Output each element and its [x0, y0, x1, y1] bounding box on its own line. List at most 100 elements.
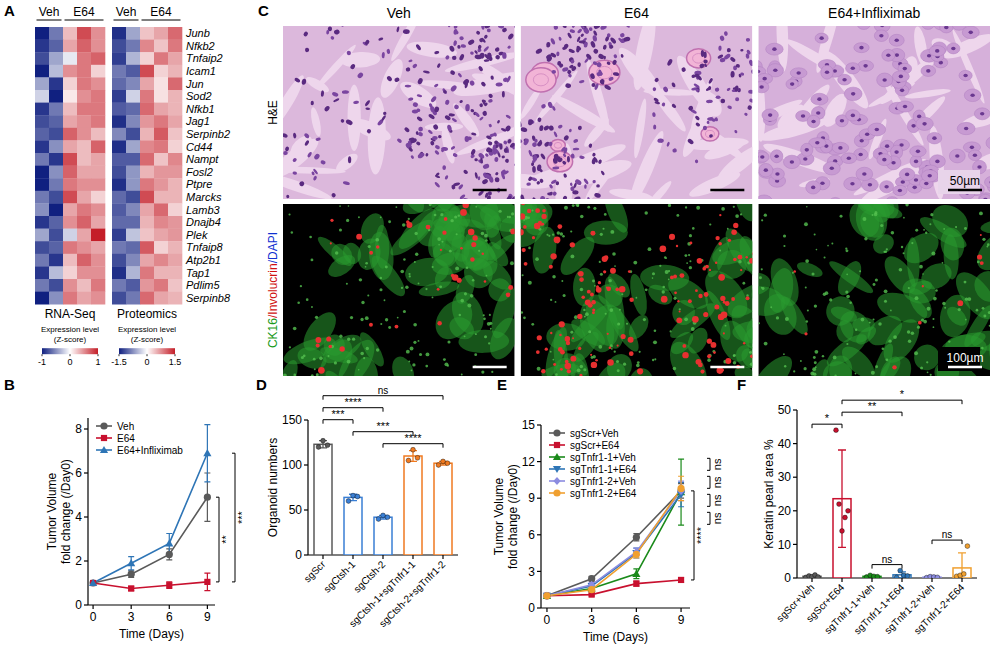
heatmap-cell	[126, 115, 140, 128]
ck16-speckle	[621, 293, 623, 295]
nucleus	[470, 148, 476, 155]
nucleus	[464, 81, 468, 89]
nucleus	[729, 56, 736, 63]
data-point	[840, 529, 845, 534]
nucleus	[498, 26, 505, 29]
colorbar-tick-label: 0	[67, 357, 72, 367]
heatmap-cell	[154, 279, 168, 292]
legend-marker	[100, 422, 107, 429]
ck16-speckle	[692, 227, 695, 230]
heatmap-cell	[35, 292, 49, 305]
ck16-speckle	[557, 231, 560, 234]
nucleus	[408, 59, 413, 62]
x-tick-label: 9	[204, 610, 211, 624]
involucrin-signal	[557, 224, 562, 229]
y-tick-label: 0	[784, 571, 791, 585]
heatmap-cell	[77, 77, 91, 90]
cell	[815, 33, 828, 43]
nucleus	[726, 87, 731, 91]
nucleus	[451, 117, 457, 122]
ck16-speckle	[684, 254, 687, 257]
heatmap-cell	[91, 178, 105, 191]
gene-label: Junb	[185, 27, 210, 39]
nucleus	[705, 86, 712, 92]
x-tick-label: 0	[544, 613, 551, 627]
nucleus	[408, 147, 414, 153]
ck16-speckle	[490, 328, 492, 330]
involucrin-signal	[508, 285, 513, 290]
involucrin-signal	[339, 346, 344, 351]
nucleus	[570, 182, 573, 186]
nucleus	[579, 80, 585, 84]
heatmap-cell	[140, 27, 154, 40]
heatmap-cell	[63, 140, 77, 153]
ck16-speckle	[511, 212, 514, 215]
nucleus	[483, 46, 490, 53]
nucleus	[470, 51, 474, 55]
heatmap-cell	[154, 191, 168, 204]
gene-label: Dnajb4	[186, 216, 221, 228]
nucleus	[484, 59, 490, 62]
bar	[374, 517, 392, 555]
heatmap-cell	[154, 90, 168, 103]
involucrin-signal	[566, 341, 570, 345]
cell	[896, 101, 913, 112]
ck16-signal	[715, 248, 748, 280]
involucrin-signal	[709, 269, 711, 271]
involucrin-signal	[728, 239, 731, 242]
x-tick-label: sgTnfr1-2+E64	[912, 581, 967, 636]
involucrin-signal	[619, 286, 625, 292]
ck16-speckle	[523, 219, 525, 221]
error-bar	[633, 551, 639, 558]
legend-label: sgScr+Veh	[570, 428, 619, 439]
data-point	[965, 544, 970, 549]
series-line	[547, 495, 681, 596]
nucleus	[576, 36, 581, 42]
ck16-speckle	[555, 301, 557, 303]
data-point	[436, 463, 441, 468]
nucleus	[589, 73, 595, 80]
nucleus	[481, 178, 488, 185]
heatmap-cell	[91, 65, 105, 78]
data-point	[355, 494, 360, 499]
involucrin-signal	[521, 204, 525, 205]
ck16-speckle	[584, 316, 586, 318]
nucleus	[303, 132, 310, 139]
gene-label: Tap1	[186, 267, 210, 279]
heatmap-cell	[140, 153, 154, 166]
involucrin-signal	[592, 311, 595, 314]
involucrin-signal	[590, 231, 595, 236]
group-underline	[65, 20, 104, 21]
ck16-speckle	[600, 273, 603, 276]
significance-bracket	[232, 453, 235, 582]
ck16-speckle	[346, 283, 348, 285]
nucleus	[623, 36, 631, 42]
nucleus	[382, 52, 385, 58]
significance-label: *	[900, 388, 905, 400]
heatmap-cell	[77, 191, 91, 204]
stroma	[646, 82, 689, 135]
involucrin-signal	[426, 225, 431, 230]
heatmap-cell	[126, 27, 140, 40]
ck16-speckle	[297, 302, 300, 305]
nucleus	[970, 146, 974, 150]
ck16-speckle	[432, 297, 434, 299]
nucleus	[801, 114, 805, 118]
ck16-speckle	[415, 253, 418, 256]
x-tick	[412, 555, 413, 559]
heatmap-cell	[49, 166, 63, 179]
involucrin-signal	[698, 294, 702, 298]
ck16-speckle	[409, 275, 411, 277]
nucleus	[552, 191, 558, 197]
ck16-speckle	[643, 318, 646, 321]
heatmap-cell	[77, 140, 91, 153]
ck16-speckle	[602, 228, 604, 230]
nucleus	[502, 52, 507, 59]
heatmap-cell	[140, 103, 154, 116]
ck16-speckle	[388, 326, 391, 329]
heatmap-cell	[126, 216, 140, 229]
heatmap-cell	[35, 241, 49, 254]
error-bar	[958, 553, 966, 578]
y-tick-label: 0	[528, 601, 535, 615]
cell	[947, 43, 960, 54]
